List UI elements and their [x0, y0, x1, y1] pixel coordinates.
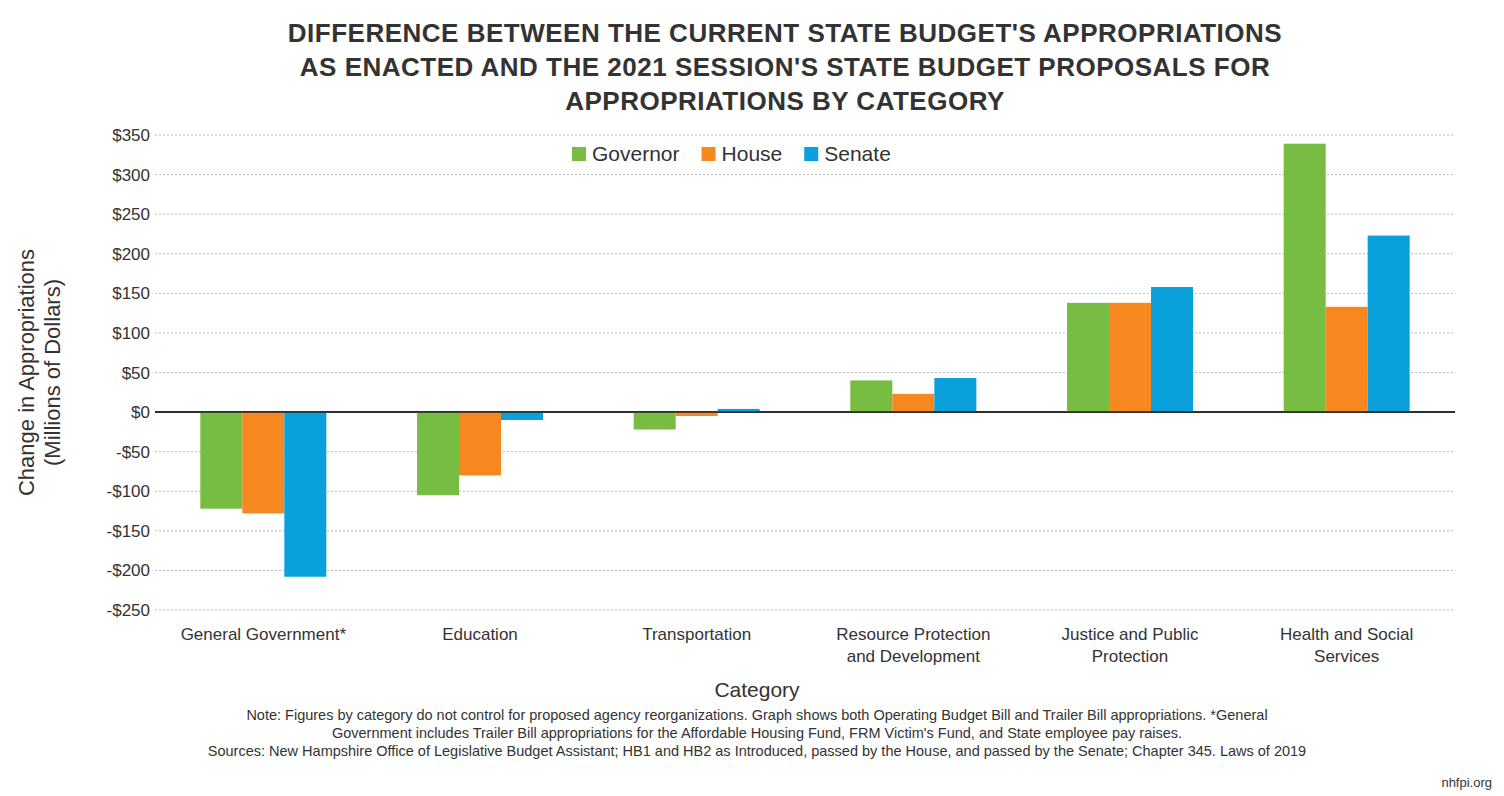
bar	[1326, 307, 1368, 412]
bar	[1109, 303, 1151, 412]
y-axis-label: (Millions of Dollars)	[40, 279, 65, 466]
y-tick-label: $300	[112, 166, 150, 185]
grid-line	[155, 451, 1455, 452]
x-axis-label: Category	[714, 678, 800, 701]
grid-line	[155, 135, 1455, 136]
zero-line	[155, 411, 1455, 413]
grid-line	[155, 491, 1455, 492]
grid-line	[155, 253, 1455, 254]
bar	[1151, 287, 1193, 412]
bar	[417, 412, 459, 495]
category-label: Resource Protection	[836, 625, 990, 644]
y-axis-label: Change in Appropriations	[14, 249, 39, 496]
category-label: General Government*	[181, 625, 347, 644]
bar	[284, 412, 326, 577]
note: Note: Figures by category do not control…	[246, 707, 1267, 723]
bar	[501, 412, 543, 420]
bar	[1284, 144, 1326, 412]
bar	[892, 394, 934, 412]
background	[0, 0, 1504, 796]
y-tick-label: $250	[112, 205, 150, 224]
bar	[1368, 236, 1410, 413]
zero-line	[155, 411, 1455, 413]
y-tick-label: $50	[122, 364, 150, 383]
legend-label: House	[722, 142, 783, 165]
legend-swatch	[702, 147, 716, 161]
grid-line	[155, 293, 1455, 294]
grid-line	[155, 610, 1455, 611]
category-label: Protection	[1092, 647, 1169, 666]
y-tick-label: $350	[112, 126, 150, 145]
grid-line	[155, 174, 1455, 175]
bar	[934, 378, 976, 412]
category-label: Health and Social	[1280, 625, 1413, 644]
y-tick-label: -$50	[116, 443, 150, 462]
legend-label: Senate	[824, 142, 891, 165]
bar	[459, 412, 501, 475]
bar	[850, 380, 892, 412]
y-tick-label: $150	[112, 284, 150, 303]
bar	[200, 412, 242, 509]
legend-swatch	[804, 147, 818, 161]
category-label: Services	[1314, 647, 1379, 666]
title: AS ENACTED AND THE 2021 SESSION'S STATE …	[300, 52, 1270, 82]
bar	[242, 412, 284, 513]
bars	[200, 144, 1409, 577]
grid-line	[155, 570, 1455, 571]
grid-line	[155, 214, 1455, 215]
category-label: Transportation	[642, 625, 751, 644]
y-tick-label: $100	[112, 324, 150, 343]
y-tick-label: -$150	[107, 522, 150, 541]
title: APPROPRIATIONS BY CATEGORY	[565, 86, 1005, 116]
grid-line	[155, 332, 1455, 333]
y-tick-label: $200	[112, 245, 150, 264]
credit: nhfpi.org	[1441, 775, 1492, 790]
bar	[1067, 303, 1109, 412]
y-tick-label: -$100	[107, 482, 150, 501]
source: Sources: New Hampshire Office of Legisla…	[208, 743, 1306, 759]
y-tick-label: -$250	[107, 601, 150, 620]
grid-line	[155, 530, 1455, 531]
title: DIFFERENCE BETWEEN THE CURRENT STATE BUD…	[288, 18, 1282, 48]
category-label: Justice and Public	[1061, 625, 1199, 644]
category-label: and Development	[847, 647, 981, 666]
bar	[634, 412, 676, 429]
grid-line	[155, 372, 1455, 373]
legend-swatch	[572, 147, 586, 161]
legend: Governor House Senate	[572, 142, 891, 165]
y-tick-label: $0	[131, 403, 150, 422]
note: Government includes Trailer Bill appropr…	[332, 725, 1182, 741]
category-label: Education	[442, 625, 518, 644]
y-axis-label-group: Change in Appropriations(Millions of Dol…	[14, 249, 65, 496]
legend-label: Governor	[592, 142, 680, 165]
y-tick-label: -$200	[107, 561, 150, 580]
chart: DIFFERENCE BETWEEN THE CURRENT STATE BUD…	[0, 0, 1504, 796]
